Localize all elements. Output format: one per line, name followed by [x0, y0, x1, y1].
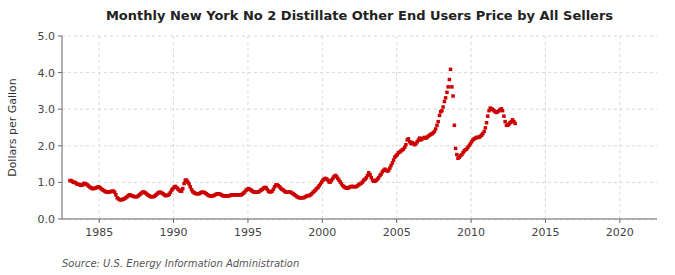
data-point — [445, 91, 449, 95]
data-point — [444, 96, 448, 100]
y-tick — [58, 72, 62, 73]
x-tick-label: 2010 — [457, 226, 485, 239]
x-tick — [396, 219, 397, 223]
x-tick-label: 1990 — [160, 226, 188, 239]
data-point — [441, 105, 445, 109]
data-point — [501, 109, 505, 113]
x-grid-line — [619, 36, 620, 219]
data-point — [513, 122, 517, 126]
y-tick-label: 4.0 — [38, 67, 56, 80]
y-axis-label: Dollars per Gallon — [6, 78, 19, 177]
data-point — [453, 124, 457, 128]
x-tick — [99, 219, 100, 223]
y-tick-label: 5.0 — [38, 30, 56, 43]
y-tick-label: 1.0 — [38, 176, 56, 189]
data-point — [448, 78, 452, 82]
y-tick-label: 0.0 — [38, 213, 56, 226]
data-point — [438, 114, 442, 118]
x-tick-label: 2015 — [531, 226, 559, 239]
y-grid-line — [62, 145, 657, 146]
x-tick-label: 2005 — [383, 226, 411, 239]
x-grid-line — [545, 36, 546, 219]
data-marks — [68, 68, 517, 202]
grid — [62, 36, 657, 219]
x-tick-label: 1995 — [234, 226, 262, 239]
y-tick — [58, 36, 62, 37]
y-axis-line — [62, 36, 63, 219]
y-grid-line — [62, 109, 657, 110]
data-point — [182, 182, 186, 186]
data-point — [454, 147, 458, 151]
y-tick — [58, 109, 62, 110]
plot-area — [62, 36, 657, 219]
data-point — [435, 124, 439, 128]
axes: 0.0 1.0 2.0 3.0 4.0 5.0 1985 1990 1995 2000 2005 20… — [38, 30, 658, 239]
data-point — [485, 121, 489, 125]
x-tick-label: 2020 — [606, 226, 634, 239]
annotation: Source: U.S. Energy Information Administ… — [62, 258, 299, 269]
data-point — [484, 126, 488, 130]
chart: Monthly New York No 2 Distillate Other E… — [0, 0, 675, 275]
x-tick — [247, 219, 248, 223]
x-tick — [322, 219, 323, 223]
y-tick — [58, 145, 62, 146]
data-point — [443, 100, 447, 104]
data-point — [449, 68, 453, 72]
x-tick — [545, 219, 546, 223]
x-axis-line — [62, 219, 657, 220]
x-tick — [619, 219, 620, 223]
data-point — [404, 143, 408, 147]
x-grid-line — [322, 36, 323, 219]
x-grid-line — [471, 36, 472, 219]
x-tick — [471, 219, 472, 223]
data-point — [486, 114, 490, 118]
data-point — [440, 109, 444, 113]
y-tick — [58, 219, 62, 220]
x-tick-label: 1985 — [85, 226, 113, 239]
data-point — [181, 187, 185, 191]
y-grid-line — [62, 36, 657, 37]
data-point — [502, 114, 506, 118]
y-grid-line — [62, 219, 657, 220]
data-point — [446, 85, 450, 89]
x-tick — [173, 219, 174, 223]
x-grid-line — [99, 36, 100, 219]
y-tick-label: 3.0 — [38, 103, 56, 116]
data-point — [503, 120, 507, 124]
data-point — [436, 120, 440, 124]
data-point — [482, 130, 486, 134]
x-tick-label: 2000 — [308, 226, 336, 239]
y-tick-label: 2.0 — [38, 140, 56, 153]
data-point — [434, 127, 438, 130]
data-point — [450, 85, 454, 89]
title: Monthly New York No 2 Distillate Other E… — [106, 8, 613, 23]
x-grid-line — [396, 36, 397, 219]
y-tick — [58, 182, 62, 183]
data-point — [451, 94, 455, 98]
y-grid-line — [62, 72, 657, 73]
